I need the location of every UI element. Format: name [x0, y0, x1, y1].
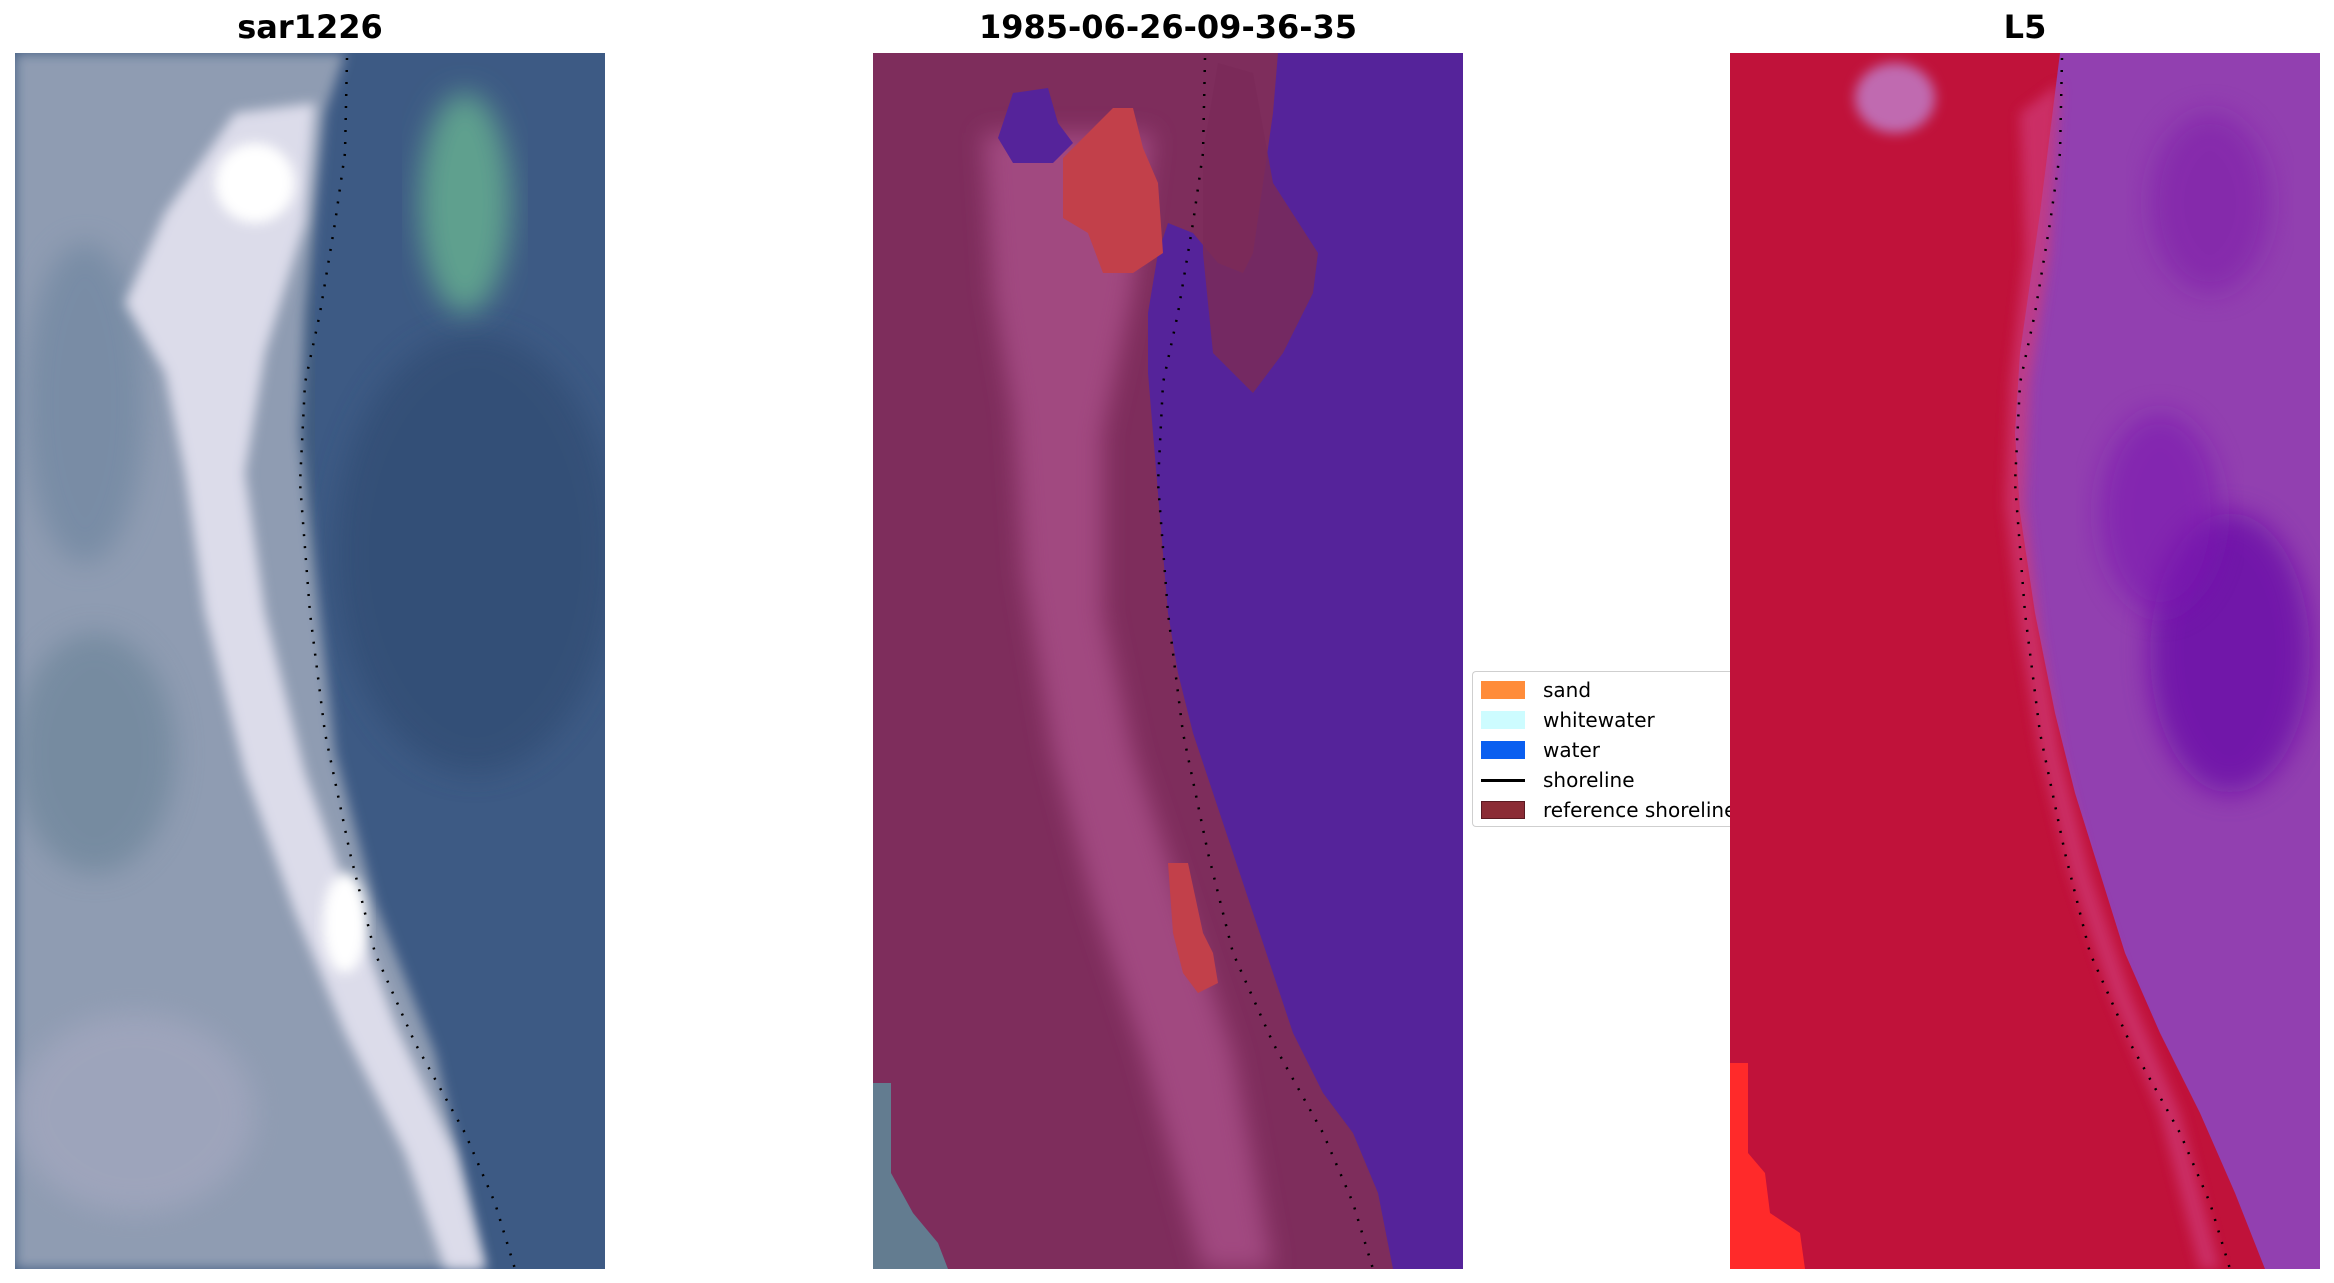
legend-label: sand [1543, 678, 1592, 702]
shoreline-line [1156, 57, 1375, 1269]
legend-label: shoreline [1543, 768, 1635, 792]
unclassified-corner [873, 1083, 948, 1269]
rgb-image [15, 53, 605, 1269]
panel-title-date: 1985-06-26-09-36-35 [978, 8, 1358, 46]
legend-item-whitewater: whitewater [1481, 708, 1655, 732]
legend-item-sand: sand [1481, 678, 1591, 702]
legend-item-reference-shoreline: reference shoreline [1481, 798, 1730, 822]
legend-swatch-whitewater [1481, 711, 1525, 729]
panel-title-rgb: sar1226 [237, 8, 383, 46]
legend-label: reference shoreline [1543, 798, 1730, 822]
sand-patch-north [1063, 108, 1163, 273]
legend-swatch-water [1481, 741, 1525, 759]
beach-glow [2005, 83, 2220, 1269]
legend: sand whitewater water shoreline referenc… [1472, 671, 1730, 827]
legend-item-shoreline: shoreline [1481, 768, 1635, 792]
algae-patch [420, 93, 510, 313]
panel-title-sensor: L5 [2003, 8, 2047, 46]
legend-label: whitewater [1543, 708, 1655, 732]
legend-item-water: water [1481, 738, 1600, 762]
shoreline-line [298, 57, 517, 1269]
legend-swatch-reference-shoreline [1481, 801, 1525, 819]
false-color-image [1730, 53, 2320, 1269]
legend-label: water [1543, 738, 1600, 762]
shoreline-line [2013, 57, 2232, 1269]
bright-red-corner [1730, 1063, 1805, 1269]
reference-shoreline-patch [1203, 63, 1318, 393]
legend-line-shoreline [1481, 778, 1525, 782]
classified-image [873, 53, 1463, 1269]
water-pocket [998, 88, 1073, 163]
legend-swatch-sand [1481, 681, 1525, 699]
rgb-image-panel [15, 53, 605, 1269]
beach-strip [125, 103, 485, 1269]
false-color-image-panel [1730, 53, 2320, 1269]
sand-patch-south [1168, 863, 1218, 993]
classified-image-panel [873, 53, 1463, 1269]
sand-spot [1855, 63, 1935, 133]
